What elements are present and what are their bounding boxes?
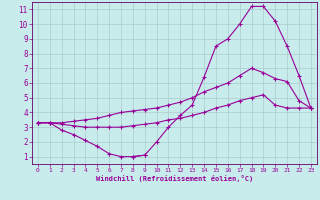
X-axis label: Windchill (Refroidissement éolien,°C): Windchill (Refroidissement éolien,°C): [96, 175, 253, 182]
